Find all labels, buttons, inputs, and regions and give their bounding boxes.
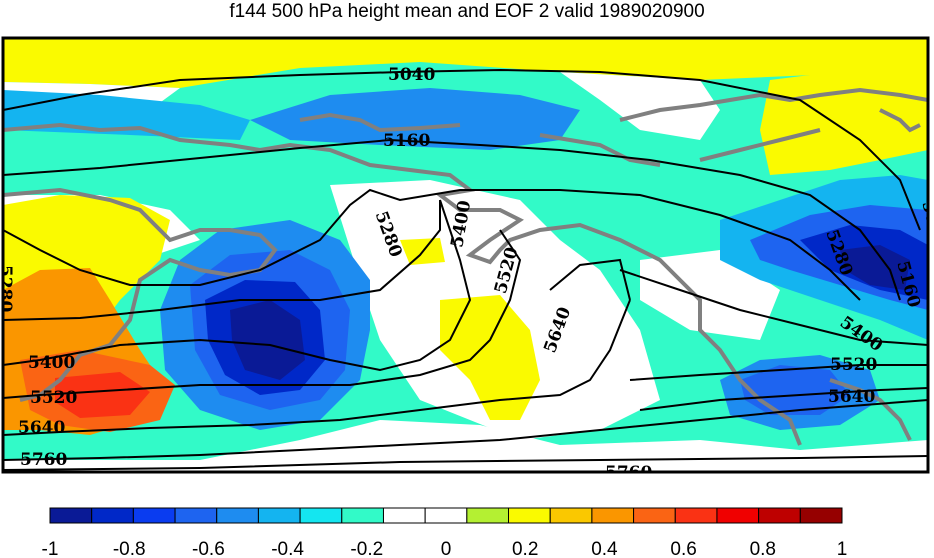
colorbar-swatch [299,507,343,524]
colorbar-tick-labels: -1 -0.8 -0.6 -0.4 -0.2 0 0.2 0.4 0.6 0.8 1 [42,539,848,558]
contour-label: 5760 [605,463,652,483]
shaded-field: 5040 5160 5280 5400 5520 5640 5280 5400 … [0,38,928,483]
colorbar-swatch [341,507,384,524]
contour-label: 5040 [388,65,435,85]
colorbar-tick-label: 0.4 [591,539,618,558]
colorbar-swatch [216,507,259,524]
contour-label: 5520 [830,355,877,375]
colorbar-tick-label: -0.6 [192,539,225,558]
colorbar-swatch [591,507,635,524]
contour-label: 5640 [18,418,65,438]
colorbar-swatch [799,507,843,524]
contour-label: 5760 [20,450,67,470]
colorbar-swatch [132,507,176,524]
colorbar-swatch [49,507,93,524]
colorbar-tick-label: -0.2 [350,539,383,558]
contour-label: 5160 [383,131,430,151]
colorbar-tick-label: 0.2 [512,539,538,558]
plot-frame [1,36,930,474]
colorbar-tick-label: 0.6 [670,539,696,558]
colorbar-swatch [91,507,134,524]
contour-label: 5400 [28,353,75,373]
colorbar-swatches [49,507,843,524]
colorbar-swatch [424,507,468,524]
colorbar-swatch [758,507,801,524]
colorbar-tick-label: -0.4 [271,539,304,558]
height-contours [3,68,928,471]
map-title: f144 500 hPa height mean and EOF 2 valid… [229,1,705,22]
colorbar-swatch [466,507,510,524]
colorbar-swatch [716,507,760,524]
colorbar-tick-label: 0.8 [750,539,776,558]
colorbar-swatch [382,507,426,524]
colorbar-tick-label: -0.8 [113,539,146,558]
colorbar-swatch [174,507,218,524]
colorbar-swatch [508,507,551,524]
contour-label: 5280 [0,265,15,312]
colorbar-swatch [549,507,593,524]
colorbar-tick-label: -1 [42,539,59,558]
contour-label: 5520 [30,388,77,408]
colorbar-tick-label: 1 [837,539,848,558]
contour-label: 5640 [828,387,875,407]
coastline [3,87,928,446]
colorbar-swatch [257,507,301,524]
colorbar-swatch [674,507,718,524]
colorbar-tick-label: 0 [441,539,452,558]
colorbar-swatch [633,507,676,524]
